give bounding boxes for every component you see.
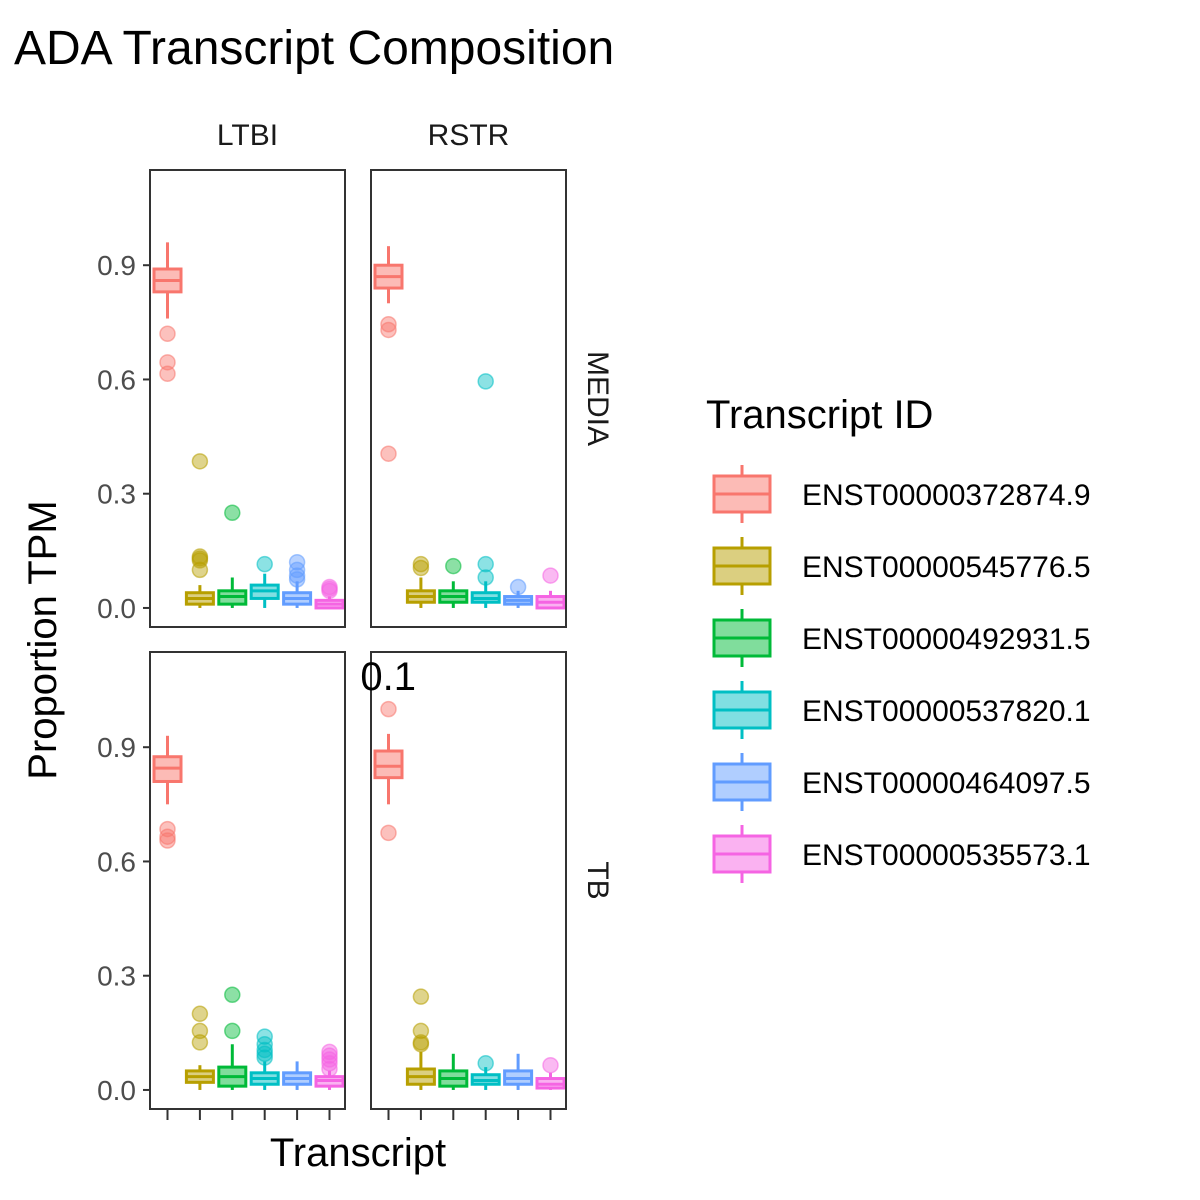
outlier-point	[191, 1022, 209, 1040]
panel-border	[149, 651, 346, 1110]
outlier-point	[412, 559, 430, 577]
outlier-point	[159, 325, 176, 343]
y-tick-label: 0.3	[97, 479, 136, 510]
outlier-point	[412, 1022, 430, 1040]
outlier-point	[477, 373, 494, 390]
facet-panel	[149, 169, 346, 628]
strip-label-row: MEDIA	[581, 351, 614, 446]
y-tick-label: 0.0	[97, 593, 136, 624]
outlier-point	[445, 557, 462, 575]
legend-label: ENST00000464097.5	[802, 767, 1091, 800]
outlier-point	[191, 561, 209, 579]
outlier-point	[412, 555, 430, 573]
legend-label: ENST00000492931.5	[802, 623, 1091, 656]
outlier-point	[380, 700, 397, 718]
outlier-point	[412, 988, 430, 1005]
legend-label: ENST00000535573.1	[802, 839, 1091, 872]
y-tick-label: 0.9	[97, 732, 136, 763]
legend: ENST00000372874.9 ENST00000545776.5 ENST00…	[712, 465, 1091, 883]
x-axis-title: Transcript	[270, 1131, 446, 1175]
facet-panels: LTBI RSTR MEDIA TB 0.0 0.3 0.6 0.9 0.0 0.3 0.6 0.9	[97, 119, 614, 1120]
legend-label: ENST00000537820.1	[802, 695, 1091, 728]
y-tick-label: 0.3	[97, 961, 136, 992]
outlier-point	[321, 582, 338, 600]
outlier-point	[191, 453, 209, 470]
outlier-point	[380, 445, 397, 462]
y-tick-label: 0.6	[97, 846, 136, 877]
outlier-point	[159, 354, 176, 371]
outlier-point	[256, 555, 273, 573]
outlier-point	[380, 315, 397, 333]
outlier-point	[380, 824, 397, 842]
outlier-point	[159, 365, 176, 382]
outlier-point	[159, 828, 176, 845]
y-tick-label: 0.6	[97, 364, 136, 395]
facet-panel	[149, 651, 346, 1110]
facet-panel	[370, 169, 567, 628]
panel-border	[370, 169, 567, 628]
outlier-point	[542, 1056, 559, 1074]
panel-border	[149, 169, 346, 628]
outlier-point	[191, 1005, 209, 1023]
outlier-point	[477, 555, 494, 573]
outlier-point	[159, 832, 176, 849]
panel-border	[370, 651, 567, 1110]
outlier-point	[191, 1034, 209, 1051]
strip-label-row: TB	[581, 861, 614, 899]
y-tick-label: 0.9	[97, 250, 136, 281]
legend-label: ENST00000372874.9	[802, 479, 1091, 512]
outlier-point	[224, 1022, 241, 1040]
legend-label: ENST00000545776.5	[802, 551, 1091, 584]
legend-title: Transcript ID	[706, 393, 933, 437]
outlier-point	[321, 1055, 338, 1072]
stray-label: 0.1	[360, 655, 416, 699]
facet-panel	[370, 651, 567, 1110]
y-tick-label: 0.0	[97, 1075, 136, 1106]
strip-label-col: LTBI	[217, 119, 278, 152]
outlier-point	[412, 1036, 430, 1053]
outlier-point	[256, 1045, 273, 1063]
y-axis-title: Proportion TPM	[21, 500, 65, 779]
strip-label-col: RSTR	[428, 119, 510, 152]
outlier-point	[542, 567, 559, 584]
outlier-point	[224, 986, 241, 1003]
box-iqr	[373, 749, 404, 780]
chart-title: ADA Transcript Composition	[14, 22, 614, 75]
outlier-point	[224, 504, 241, 521]
outlier-point	[380, 321, 397, 339]
